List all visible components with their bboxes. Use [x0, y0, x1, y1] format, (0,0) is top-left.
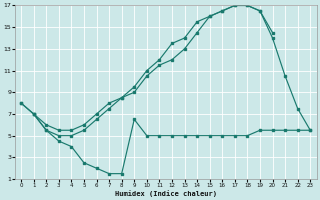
X-axis label: Humidex (Indice chaleur): Humidex (Indice chaleur)	[115, 190, 217, 197]
